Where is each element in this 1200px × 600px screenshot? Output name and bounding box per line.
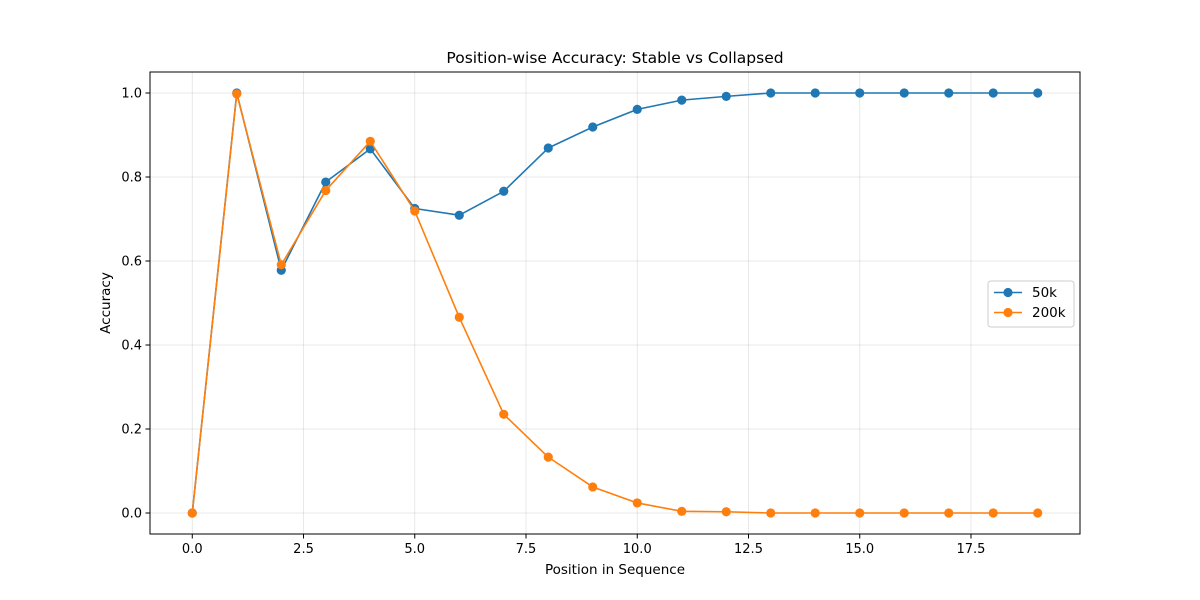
data-point-50k <box>365 144 375 154</box>
data-point-200k <box>766 508 776 518</box>
x-tick-label: 2.5 <box>293 542 314 557</box>
data-point-200k <box>988 508 998 518</box>
data-point-200k <box>810 508 820 518</box>
data-point-200k <box>365 136 375 146</box>
x-tick-label: 10.0 <box>623 542 652 557</box>
axis-ticks: 0.0 2.5 5.0 7.5 10.0 12.5 15.0 17.5 0.0 0.2 0.4 0.6… <box>121 87 985 558</box>
data-point-50k <box>810 88 820 98</box>
data-point-50k <box>944 88 954 98</box>
data-point-50k <box>499 186 509 196</box>
series-line-200k <box>191 93 1038 514</box>
data-point-200k <box>1033 508 1043 518</box>
x-tick-label: 7.5 <box>516 542 537 557</box>
series-50k <box>187 88 1043 518</box>
legend-label-200k: 200k <box>1032 305 1066 321</box>
plot-frame <box>149 71 1081 535</box>
x-tick-label: 12.5 <box>734 542 763 557</box>
x-tick-label: 5.0 <box>404 542 425 557</box>
y-tick-label: 0.2 <box>121 423 142 438</box>
data-point-200k <box>499 409 509 419</box>
data-point-200k <box>944 508 954 518</box>
legend-marker-50k <box>1003 287 1013 298</box>
data-point-50k <box>766 88 776 98</box>
series-line-50k <box>191 92 1038 514</box>
data-point-200k <box>855 508 865 518</box>
legend-label-50k: 50k <box>1032 285 1057 301</box>
data-point-50k <box>899 88 909 98</box>
data-point-50k <box>855 88 865 98</box>
data-point-50k <box>721 91 731 101</box>
data-point-50k <box>1033 88 1043 98</box>
grid-lines <box>150 72 1080 534</box>
data-point-200k <box>232 89 242 99</box>
y-tick-label: 1.0 <box>121 87 142 102</box>
data-point-200k <box>677 506 687 516</box>
legend-marker-200k <box>1003 307 1013 318</box>
series-layer <box>187 88 1043 518</box>
data-point-200k <box>588 482 598 492</box>
data-point-200k <box>899 508 909 518</box>
data-point-200k <box>454 312 464 322</box>
data-point-50k <box>677 95 687 105</box>
data-point-50k <box>454 210 464 220</box>
data-point-50k <box>543 143 553 153</box>
chart-title: Position-wise Accuracy: Stable vs Collap… <box>446 49 783 67</box>
data-point-50k <box>988 88 998 98</box>
y-tick-label: 0.4 <box>121 339 142 354</box>
y-tick-label: 0.6 <box>121 255 142 270</box>
legend: 50k 200k <box>987 280 1075 328</box>
data-point-200k <box>632 498 642 508</box>
x-axis-label: Position in Sequence <box>545 562 685 578</box>
x-tick-label: 0.0 <box>182 542 203 557</box>
data-point-200k <box>410 206 420 216</box>
data-point-200k <box>321 185 331 196</box>
x-tick-label: 17.5 <box>957 542 986 557</box>
data-point-200k <box>276 260 286 270</box>
y-tick-label: 0.8 <box>121 171 142 186</box>
data-point-50k <box>632 104 642 114</box>
data-point-200k <box>187 508 197 518</box>
data-point-50k <box>588 122 598 132</box>
x-tick-label: 15.0 <box>845 542 874 557</box>
data-point-200k <box>721 507 731 517</box>
y-tick-label: 0.0 <box>121 507 142 522</box>
data-point-50k <box>321 177 331 187</box>
y-axis-label: Accuracy <box>98 272 114 334</box>
series-200k <box>187 89 1043 518</box>
data-point-200k <box>543 452 553 462</box>
